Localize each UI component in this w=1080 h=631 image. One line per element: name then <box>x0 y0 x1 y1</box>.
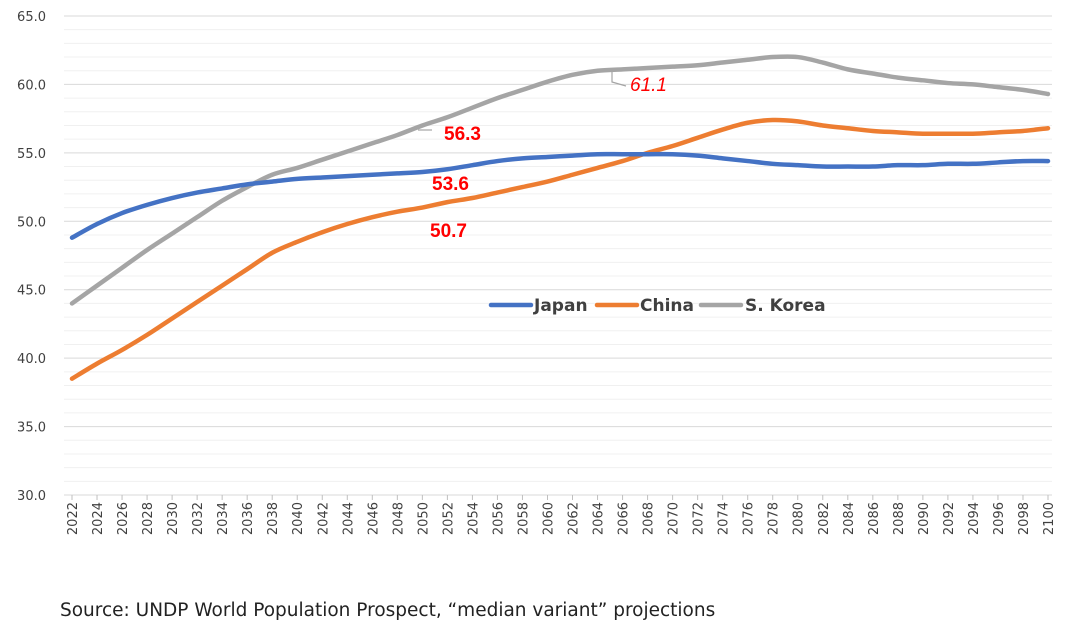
x-tick-label: 2092 <box>942 502 957 535</box>
y-tick-label: 60.0 <box>17 78 46 93</box>
x-tick-label: 2040 <box>291 502 306 535</box>
x-tick-label: 2088 <box>892 502 907 535</box>
x-tick-label: 2036 <box>241 502 256 535</box>
x-tick-label: 2084 <box>842 502 857 535</box>
x-tick-label: 2094 <box>967 502 982 535</box>
series-line-s-korea <box>69 54 1051 306</box>
x-tick-label: 2030 <box>166 502 181 535</box>
legend-label: S. Korea <box>745 296 826 316</box>
y-tick-label: 30.0 <box>17 489 46 504</box>
x-tick-label: 2080 <box>792 502 807 535</box>
x-tick-label: 2042 <box>316 502 331 535</box>
y-axis-ticks: 30.0 35.0 40.0 45.0 50.0 55.0 60.0 65.0 <box>17 10 46 504</box>
y-tick-label: 45.0 <box>17 284 46 299</box>
annotation-label: 56.3 <box>444 124 481 145</box>
x-tick-label: 2038 <box>266 502 281 535</box>
x-tick-label: 2022 <box>66 502 81 535</box>
y-tick-label: 35.0 <box>17 421 46 436</box>
x-tick-label: 2078 <box>767 502 782 535</box>
annotation-leader <box>611 72 627 87</box>
x-tick-label: 2046 <box>366 502 381 535</box>
x-tick-label: 2024 <box>91 502 106 535</box>
x-tick-label: 2072 <box>692 502 707 535</box>
x-tick-label: 2054 <box>466 502 481 535</box>
annotation-label: 53.6 <box>432 174 469 195</box>
x-tick-label: 2066 <box>617 502 632 535</box>
x-tick-label: 2044 <box>341 502 356 535</box>
y-tick-label: 40.0 <box>17 352 46 367</box>
x-tick-label: 2064 <box>592 502 607 535</box>
x-tick-label: 2100 <box>1042 502 1057 535</box>
x-tick-label: 2076 <box>742 502 757 535</box>
annotation-label: 50.7 <box>430 221 467 242</box>
series-lines <box>69 54 1051 381</box>
line-chart: 30.035.040.045.050.055.060.065.0 2022 202… <box>17 10 1057 535</box>
x-tick-label: 2082 <box>817 502 832 535</box>
x-tick-label: 2050 <box>416 502 431 535</box>
x-tick-label: 2048 <box>391 502 406 535</box>
x-tick-label: 2096 <box>992 502 1007 535</box>
annotations: 56.3 53.6 50.7 61.1 <box>418 72 667 242</box>
x-tick-label: 2034 <box>216 502 231 535</box>
x-tick-label: 2056 <box>491 502 506 535</box>
grid-lines <box>64 15 1052 496</box>
y-tick-label: 50.0 <box>17 215 46 230</box>
x-axis-ticks: 2022 2024 2026 2028 2030 2032 2034 2036 2038 2040… <box>66 495 1057 535</box>
x-tick-label: 2074 <box>717 502 732 535</box>
x-tick-label: 2068 <box>642 502 657 535</box>
x-tick-label: 2098 <box>1017 502 1032 535</box>
x-tick-label: 2026 <box>116 502 131 535</box>
annotation-label: 61.1 <box>630 75 667 96</box>
x-tick-label: 2086 <box>867 502 882 535</box>
x-tick-label: 2062 <box>567 502 582 535</box>
legend: Japan China S. Korea <box>488 296 826 316</box>
x-tick-label: 2032 <box>191 502 206 535</box>
legend-label: Japan <box>533 296 588 316</box>
x-tick-label: 2090 <box>917 502 932 535</box>
series-line-japan <box>69 151 1051 240</box>
source-note: Source: UNDP World Population Prospect, … <box>60 600 716 621</box>
series-line-china <box>69 117 1051 381</box>
x-tick-label: 2070 <box>667 502 682 535</box>
x-tick-label: 2052 <box>441 502 456 535</box>
x-tick-label: 2060 <box>541 502 556 535</box>
x-tick-label: 2058 <box>516 502 531 535</box>
y-tick-label: 55.0 <box>17 147 46 162</box>
y-tick-label: 65.0 <box>17 10 46 25</box>
legend-label: China <box>640 296 694 316</box>
x-tick-label: 2028 <box>141 502 156 535</box>
